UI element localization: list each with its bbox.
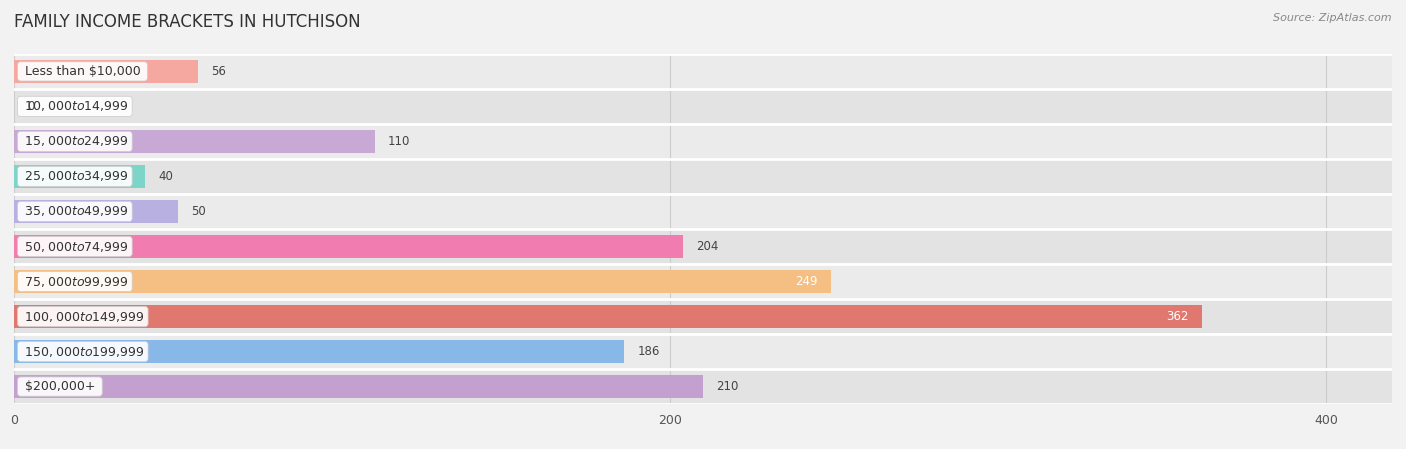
- Text: $35,000 to $49,999: $35,000 to $49,999: [21, 204, 129, 219]
- Bar: [14, 229, 1392, 264]
- Text: $100,000 to $149,999: $100,000 to $149,999: [21, 309, 145, 324]
- Bar: [14, 194, 1392, 229]
- Text: $50,000 to $74,999: $50,000 to $74,999: [21, 239, 129, 254]
- Bar: [14, 299, 1392, 334]
- Text: $25,000 to $34,999: $25,000 to $34,999: [21, 169, 129, 184]
- Bar: [14, 340, 624, 363]
- Text: $150,000 to $199,999: $150,000 to $199,999: [21, 344, 145, 359]
- Text: 186: 186: [637, 345, 659, 358]
- Text: 110: 110: [388, 135, 411, 148]
- Text: $15,000 to $24,999: $15,000 to $24,999: [21, 134, 129, 149]
- Bar: [14, 375, 703, 398]
- Text: $200,000+: $200,000+: [21, 380, 98, 393]
- Text: 362: 362: [1166, 310, 1188, 323]
- Bar: [14, 369, 1392, 404]
- Text: 0: 0: [27, 100, 35, 113]
- Bar: [14, 89, 1392, 124]
- Bar: [14, 305, 1202, 328]
- Bar: [14, 165, 145, 188]
- Text: Source: ZipAtlas.com: Source: ZipAtlas.com: [1274, 13, 1392, 23]
- Text: 50: 50: [191, 205, 205, 218]
- Text: 56: 56: [211, 65, 226, 78]
- Text: FAMILY INCOME BRACKETS IN HUTCHISON: FAMILY INCOME BRACKETS IN HUTCHISON: [14, 13, 361, 31]
- Bar: [14, 60, 198, 83]
- Bar: [14, 235, 683, 258]
- Bar: [14, 130, 375, 153]
- Text: 249: 249: [796, 275, 818, 288]
- Bar: [14, 159, 1392, 194]
- Bar: [14, 200, 179, 223]
- Text: $75,000 to $99,999: $75,000 to $99,999: [21, 274, 129, 289]
- Text: 204: 204: [696, 240, 718, 253]
- Bar: [14, 334, 1392, 369]
- Bar: [14, 124, 1392, 159]
- Text: 210: 210: [716, 380, 738, 393]
- Text: $10,000 to $14,999: $10,000 to $14,999: [21, 99, 129, 114]
- Text: Less than $10,000: Less than $10,000: [21, 65, 145, 78]
- Bar: [14, 54, 1392, 89]
- Bar: [14, 270, 831, 293]
- Bar: [14, 264, 1392, 299]
- Text: 40: 40: [159, 170, 173, 183]
